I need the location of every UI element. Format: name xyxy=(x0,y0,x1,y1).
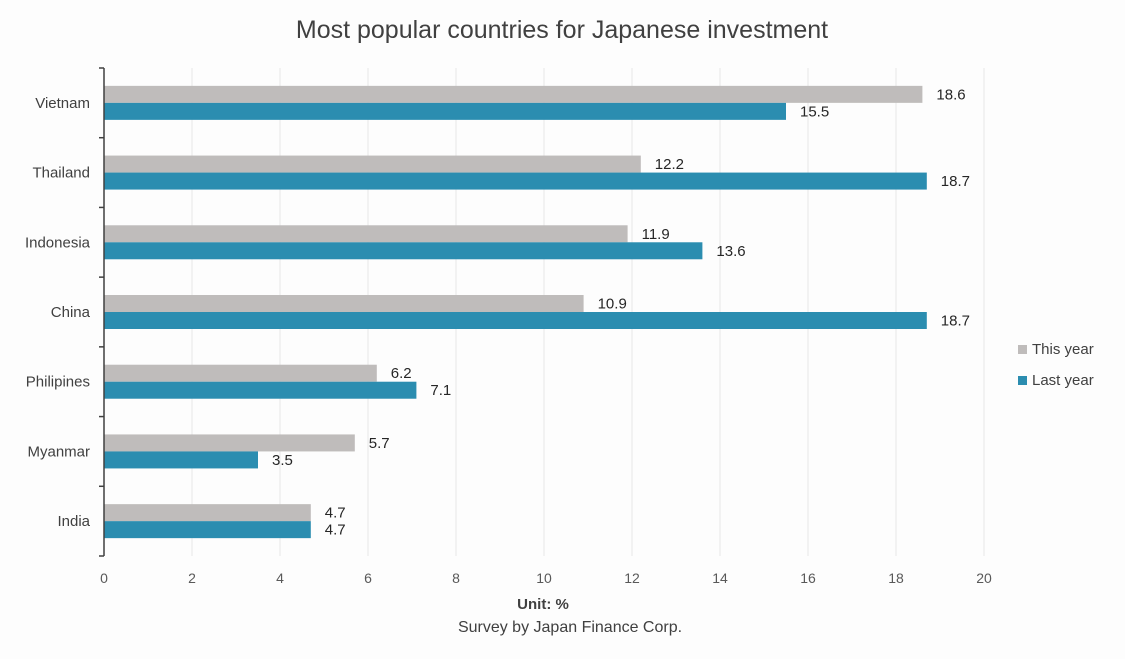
bar-last-year xyxy=(104,312,927,329)
legend-label: This year xyxy=(1032,341,1094,358)
data-label: 12.2 xyxy=(655,156,684,173)
bar-this-year xyxy=(104,434,355,452)
data-label: 7.1 xyxy=(430,382,451,399)
x-tick-label: 2 xyxy=(188,570,196,586)
bar-last-year xyxy=(104,521,311,539)
legend-swatch xyxy=(1018,376,1027,385)
x-tick-label: 6 xyxy=(364,570,372,586)
x-tick-label: 16 xyxy=(800,570,816,586)
category-label: Philipines xyxy=(26,374,90,391)
data-label: 5.7 xyxy=(369,435,390,452)
x-tick-label: 8 xyxy=(452,570,460,586)
source-note: Survey by Japan Finance Corp. xyxy=(458,619,682,636)
bar-this-year xyxy=(104,85,923,103)
bar-last-year xyxy=(104,102,786,120)
bar-last-year xyxy=(104,172,927,190)
bar-this-year xyxy=(104,364,377,382)
category-label: Thailand xyxy=(32,165,90,182)
x-tick-label: 14 xyxy=(712,570,728,586)
data-label: 15.5 xyxy=(800,103,829,120)
data-label: 6.2 xyxy=(391,365,412,382)
bar-this-year xyxy=(104,155,641,173)
category-label: Indonesia xyxy=(25,234,91,251)
data-label: 10.9 xyxy=(598,296,627,313)
bar-this-year xyxy=(104,225,628,243)
category-label: Myanmar xyxy=(27,443,90,460)
x-tick-label: 10 xyxy=(536,570,552,586)
bar-this-year xyxy=(104,504,311,522)
data-label: 13.6 xyxy=(716,243,745,260)
legend-swatch xyxy=(1018,345,1027,354)
data-label: 11.9 xyxy=(642,226,670,243)
axis-layer: 0 2 4 6 8 10 12 14 16 18 20 Vietnam Thailand Indonesi… xyxy=(25,67,992,586)
legend-label: Last year xyxy=(1032,372,1094,389)
data-label: 4.7 xyxy=(325,522,346,539)
x-tick-label: 18 xyxy=(888,570,904,586)
category-label: India xyxy=(57,513,90,530)
x-axis-label: Unit: % xyxy=(517,596,569,613)
bar-last-year xyxy=(104,242,703,260)
bar-layer: 18.6 15.5 12.2 18.7 11.9 13.6 10.9 18.7 6.2 7.1 5.… xyxy=(104,85,970,539)
chart-title: Most popular countries for Japanese inve… xyxy=(296,16,828,44)
data-label: 18.6 xyxy=(936,86,965,103)
x-tick-label: 4 xyxy=(276,570,284,586)
data-label: 18.7 xyxy=(941,313,970,330)
bar-last-year xyxy=(104,451,258,469)
data-label: 4.7 xyxy=(325,505,346,522)
x-tick-label: 12 xyxy=(624,570,640,586)
bar-this-year xyxy=(104,295,584,312)
legend: This year Last year xyxy=(1018,341,1094,389)
category-label: China xyxy=(51,304,91,321)
data-label: 18.7 xyxy=(941,173,970,190)
x-tick-label: 0 xyxy=(100,570,108,586)
data-label: 3.5 xyxy=(272,452,293,469)
bar-last-year xyxy=(104,381,417,399)
x-tick-label: 20 xyxy=(976,570,992,586)
category-label: Vietnam xyxy=(35,95,90,112)
